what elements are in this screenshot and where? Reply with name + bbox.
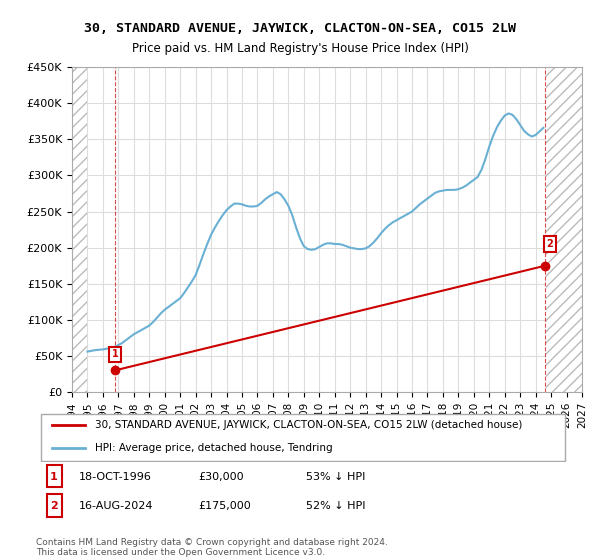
- Text: 18-OCT-1996: 18-OCT-1996: [79, 472, 152, 482]
- FancyBboxPatch shape: [41, 414, 565, 461]
- Text: 16-AUG-2024: 16-AUG-2024: [79, 501, 154, 511]
- Text: 30, STANDARD AVENUE, JAYWICK, CLACTON-ON-SEA, CO15 2LW (detached house): 30, STANDARD AVENUE, JAYWICK, CLACTON-ON…: [95, 420, 523, 430]
- FancyBboxPatch shape: [47, 465, 62, 487]
- Text: HPI: Average price, detached house, Tendring: HPI: Average price, detached house, Tend…: [95, 443, 333, 453]
- Text: £30,000: £30,000: [198, 472, 244, 482]
- Text: Contains HM Land Registry data © Crown copyright and database right 2024.
This d: Contains HM Land Registry data © Crown c…: [36, 538, 388, 557]
- Text: 1: 1: [112, 349, 118, 360]
- Text: 30, STANDARD AVENUE, JAYWICK, CLACTON-ON-SEA, CO15 2LW: 30, STANDARD AVENUE, JAYWICK, CLACTON-ON…: [84, 22, 516, 35]
- Text: Price paid vs. HM Land Registry's House Price Index (HPI): Price paid vs. HM Land Registry's House …: [131, 42, 469, 55]
- Text: 2: 2: [547, 239, 553, 249]
- Text: 1: 1: [50, 472, 58, 482]
- Text: 53% ↓ HPI: 53% ↓ HPI: [306, 472, 365, 482]
- Text: 52% ↓ HPI: 52% ↓ HPI: [306, 501, 365, 511]
- Text: 2: 2: [50, 501, 58, 511]
- Bar: [72, 67, 88, 392]
- Bar: [547, 67, 582, 392]
- FancyBboxPatch shape: [47, 494, 62, 517]
- Text: £175,000: £175,000: [198, 501, 251, 511]
